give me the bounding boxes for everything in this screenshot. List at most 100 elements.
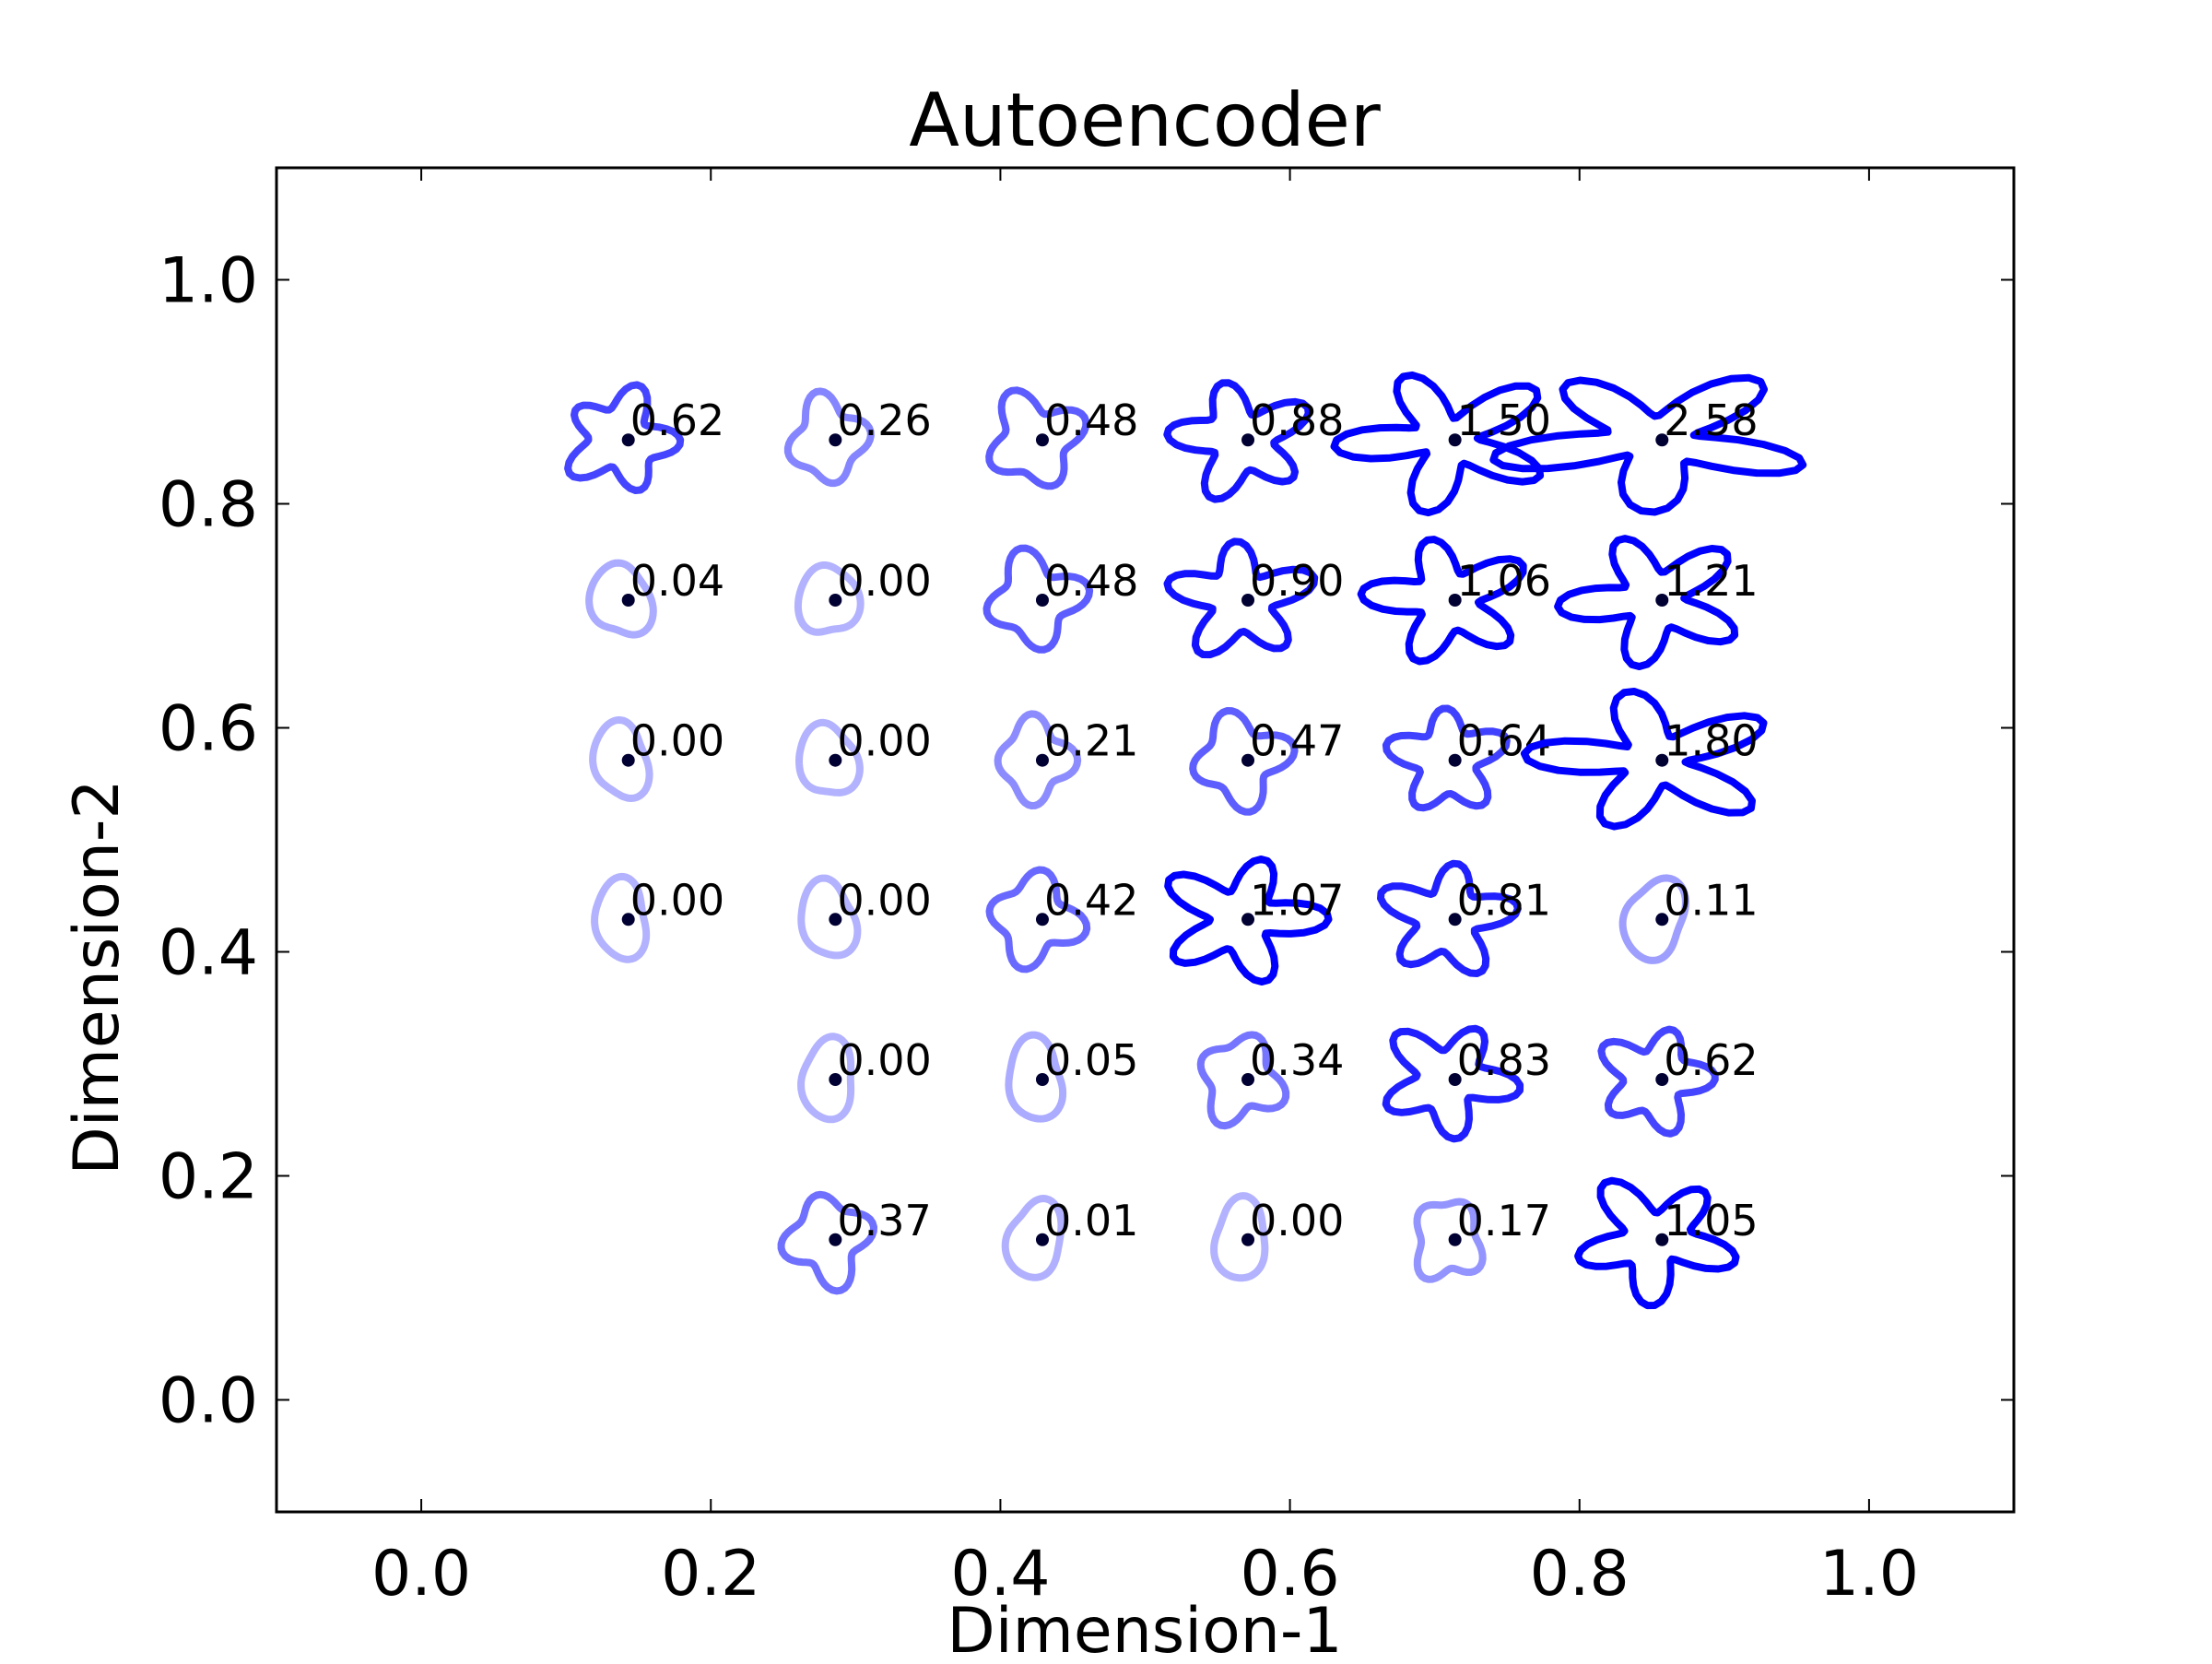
plot-frame [275, 166, 2016, 1514]
point-marker [621, 753, 635, 767]
point-label: 0.47 [1250, 716, 1344, 766]
point-label: 0.11 [1664, 875, 1758, 925]
x-axis-label: Dimension-1 [947, 1595, 1342, 1659]
point-marker [1241, 1233, 1255, 1246]
point-marker [829, 753, 842, 767]
point-marker [1035, 913, 1049, 926]
x-tick-label: 0.2 [661, 1538, 760, 1611]
point-shape [1413, 1198, 1487, 1283]
point-shape [1618, 874, 1689, 964]
y-tick-label: 0.2 [159, 1141, 258, 1214]
point-marker [1241, 433, 1255, 447]
point-shape [1163, 537, 1319, 659]
point-marker [829, 593, 842, 607]
point-label: 0.83 [1457, 1035, 1551, 1085]
y-tick-label: 0.4 [159, 917, 258, 990]
point-label: 0.34 [1250, 1035, 1344, 1085]
point-marker [1655, 593, 1669, 607]
point-marker [1448, 753, 1462, 767]
point-shape [1164, 856, 1333, 985]
point-shape [797, 874, 862, 960]
point-shape [1330, 371, 1545, 517]
point-label: 0.00 [837, 875, 931, 925]
point-marker [1241, 753, 1255, 767]
y-tick-label: 0.8 [159, 469, 258, 542]
y-tick-label: 0.0 [159, 1365, 258, 1438]
point-shape [1377, 859, 1522, 977]
point-shape [1574, 1176, 1740, 1310]
point-shape [1005, 1031, 1067, 1123]
point-label: 0.00 [630, 716, 724, 766]
point-shape [1597, 1025, 1719, 1138]
x-tick-label: 0.4 [950, 1538, 1050, 1611]
point-label: 0.26 [837, 395, 931, 445]
point-shape [591, 872, 651, 963]
point-marker [1035, 1233, 1049, 1246]
point-marker [1655, 433, 1669, 447]
point-label: 0.42 [1044, 875, 1138, 925]
point-marker [1035, 433, 1049, 447]
point-shape [1196, 1031, 1290, 1130]
point-shape [1357, 536, 1527, 666]
point-shape [1489, 373, 1807, 516]
point-label: 2.58 [1664, 395, 1758, 445]
point-shape [1210, 1192, 1269, 1282]
point-shape [777, 1190, 877, 1295]
point-label: 1.21 [1664, 556, 1758, 606]
point-shape [1382, 1024, 1524, 1143]
y-axis-label: Dimension-2 [61, 779, 134, 1174]
point-label: 0.04 [630, 556, 724, 606]
x-tick-label: 0.6 [1241, 1538, 1340, 1611]
point-shape [1163, 379, 1312, 503]
point-marker [1448, 433, 1462, 447]
point-shape [795, 718, 864, 797]
point-marker [1655, 1073, 1669, 1087]
point-marker [1655, 1233, 1669, 1246]
point-shape [1520, 688, 1768, 831]
plot-area: 0.0 0.2 0.4 0.6 0.8 1.0 0.0 0.2 0.4 0.6 0.8 1.0 0.62… [159, 168, 2014, 1611]
point-marker [829, 433, 842, 447]
point-label: 0.62 [1664, 1035, 1758, 1085]
point-marker [1655, 753, 1669, 767]
point-label: 0.05 [1044, 1035, 1138, 1085]
chart-title: Autoencoder [909, 77, 1381, 163]
point-shape [589, 716, 653, 802]
point-marker [1035, 593, 1049, 607]
point-label: 0.01 [1044, 1196, 1138, 1245]
point-marker [1448, 1073, 1462, 1087]
point-label: 0.90 [1250, 556, 1344, 606]
point-shape [1554, 535, 1739, 670]
point-marker [621, 593, 635, 607]
x-tick-label: 1.0 [1819, 1538, 1919, 1611]
point-label: 0.17 [1457, 1196, 1551, 1245]
point-label: 0.00 [837, 556, 931, 606]
point-shape [985, 386, 1090, 490]
point-label: 0.00 [1250, 1196, 1344, 1245]
point-shape [1382, 704, 1511, 812]
point-label: 0.88 [1250, 395, 1344, 445]
point-label: 0.48 [1044, 395, 1138, 445]
point-shape [985, 866, 1091, 974]
point-marker [621, 433, 635, 447]
point-marker [829, 1073, 842, 1087]
point-marker [1448, 593, 1462, 607]
point-label: 0.64 [1457, 716, 1551, 766]
point-shape [1001, 1195, 1065, 1281]
point-marker [1448, 1233, 1462, 1246]
point-label: 0.62 [630, 395, 724, 445]
point-label: 0.81 [1457, 875, 1551, 925]
point-shape [982, 544, 1094, 654]
point-shape [585, 559, 657, 639]
point-shape [783, 387, 875, 488]
point-label: 1.07 [1250, 875, 1344, 925]
point-marker [1241, 593, 1255, 607]
point-marker [1448, 913, 1462, 926]
y-tick-label: 0.6 [159, 693, 258, 766]
point-shape [794, 561, 865, 636]
point-marker [1241, 913, 1255, 926]
point-marker [621, 913, 635, 926]
point-shape [564, 381, 685, 494]
point-shape [1189, 707, 1299, 816]
